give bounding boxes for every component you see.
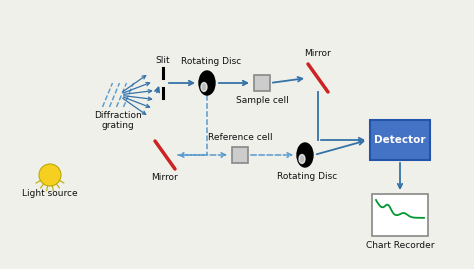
Text: Slit: Slit bbox=[155, 56, 170, 65]
Text: Mirror: Mirror bbox=[305, 49, 331, 58]
Text: Mirror: Mirror bbox=[152, 173, 178, 182]
Text: Rotating Disc: Rotating Disc bbox=[181, 57, 241, 66]
Text: Light source: Light source bbox=[22, 189, 78, 198]
Ellipse shape bbox=[199, 71, 215, 95]
Text: Sample cell: Sample cell bbox=[236, 96, 288, 105]
Ellipse shape bbox=[297, 143, 313, 167]
Ellipse shape bbox=[201, 83, 207, 91]
Text: Chart Recorder: Chart Recorder bbox=[366, 241, 434, 250]
Text: Diffraction
grating: Diffraction grating bbox=[94, 111, 142, 130]
Text: Reference cell: Reference cell bbox=[208, 133, 272, 142]
FancyBboxPatch shape bbox=[232, 147, 248, 163]
Text: Detector: Detector bbox=[374, 135, 426, 145]
Text: Rotating Disc: Rotating Disc bbox=[277, 172, 337, 181]
FancyBboxPatch shape bbox=[372, 194, 428, 236]
Circle shape bbox=[39, 164, 61, 186]
Ellipse shape bbox=[299, 154, 305, 164]
FancyBboxPatch shape bbox=[254, 75, 270, 91]
FancyBboxPatch shape bbox=[370, 120, 430, 160]
